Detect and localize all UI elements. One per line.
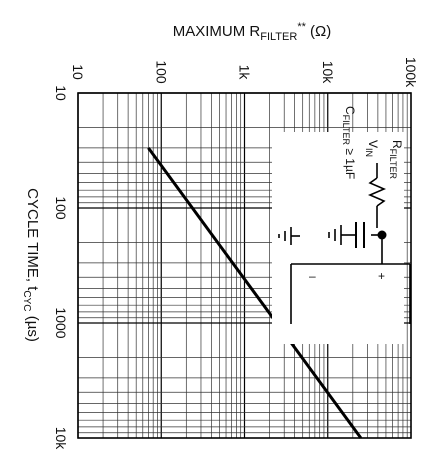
x-axis-label-sub: CYC [21,290,32,311]
minus-sign: – [309,269,316,283]
resistor-symbol [367,177,387,207]
y-axis: MAXIMUM RFILTER** (Ω) 10 100 1k 10k 100k [70,21,419,88]
y-axis-label-sup: ** [297,21,306,33]
x-tick-label: 100 [53,196,69,220]
x-tick-labels: 10 100 1000 10k [53,85,69,450]
x-tick-label: 1000 [53,307,69,338]
plus-sign: + [378,269,385,283]
y-tick-label: 1k [237,65,253,81]
x-axis-label-unit: (µs) [24,312,41,342]
y-tick-label: 100k [403,57,419,88]
schematic: RFILTER VIN CFILTER ≥ 1µF [272,106,411,344]
series-layer [147,146,363,439]
y-tick-label: 100 [153,60,169,84]
schematic-r-label: RFILTER [388,140,404,180]
x-tick-label: 10 [53,85,69,101]
y-tick-label: 10 [70,64,86,80]
x-axis-label: CYCLE TIME, tCYC (µs) [21,188,41,342]
y-tick-labels: 10 100 1k 10k 100k [70,57,419,88]
plot-border [77,92,412,439]
schematic-vin-label: VIN [364,140,380,157]
y-axis-label: MAXIMUM RFILTER** (Ω) [173,21,332,43]
ground-icon [328,225,342,245]
ground-icon [278,227,300,245]
y-axis-label-sub: FILTER [260,31,297,43]
series-line [147,146,363,439]
y-axis-label-unit: (Ω) [306,23,331,40]
schematic-c-label: CFILTER ≥ 1µF [341,106,357,179]
y-tick-label: 10k [320,61,336,85]
x-axis: 10 100 1000 10k CYCLE TIME, tCYC (µs) [21,85,69,450]
x-tick-label: 10k [53,427,69,451]
